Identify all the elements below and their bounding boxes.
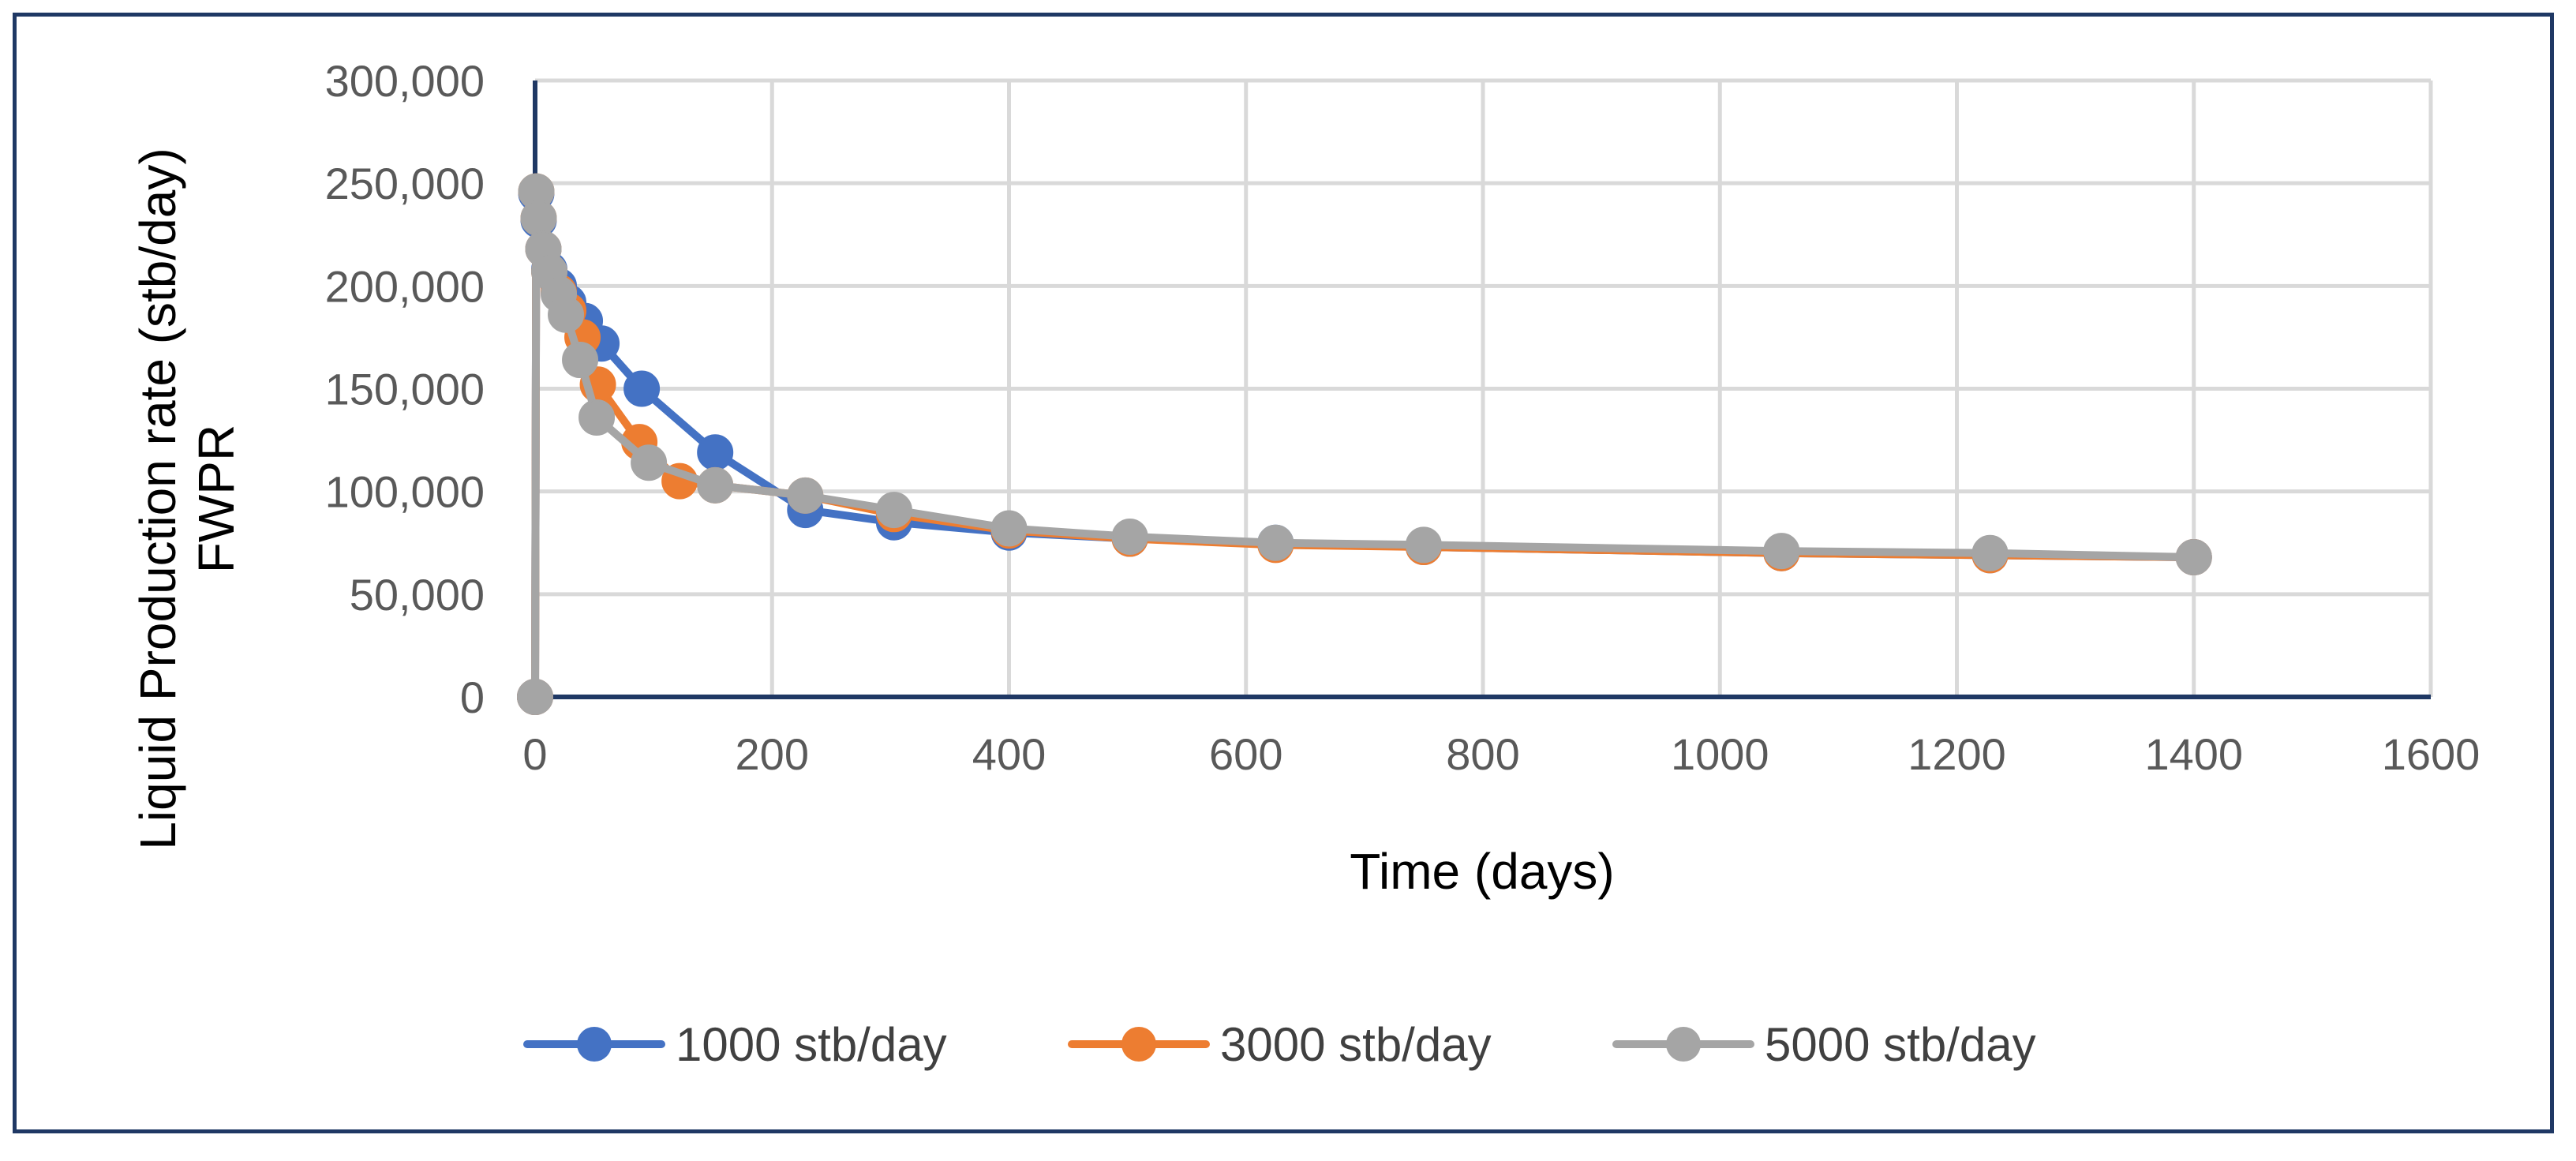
data-point — [520, 200, 557, 237]
x-tick-label: 0 — [522, 729, 547, 779]
y-tick-label: 150,000 — [325, 365, 485, 414]
data-point — [623, 370, 661, 407]
series-3 — [517, 173, 2212, 715]
y-axis-title-line-1: Liquid Production rate (stb/day) — [129, 148, 186, 849]
legend-marker — [1121, 1027, 1156, 1062]
data-point — [1405, 526, 1442, 564]
data-point — [548, 296, 585, 333]
x-tick-label: 400 — [972, 729, 1046, 779]
data-point — [875, 492, 912, 529]
legend-label: 1000 stb/day — [676, 1018, 947, 1071]
data-point — [1257, 524, 1294, 561]
legend-label: 5000 stb/day — [1765, 1018, 2036, 1071]
series-line — [531, 187, 2198, 701]
legend: 1000 stb/day 3000 stb/day 5000 stb/day — [523, 1018, 2036, 1071]
x-tick-label: 1400 — [2144, 729, 2243, 779]
x-tick-label: 200 — [736, 729, 809, 779]
y-tick-label: 50,000 — [350, 570, 485, 620]
legend-entry: 1000 stb/day — [523, 1018, 947, 1071]
data-point — [517, 679, 553, 715]
data-point — [2175, 538, 2212, 575]
series-line — [531, 189, 2198, 701]
y-tick-label: 250,000 — [325, 159, 485, 208]
chart-frame — [13, 13, 2554, 1133]
series-line — [531, 187, 2198, 701]
legend-marker — [1666, 1027, 1701, 1062]
gridlines — [535, 78, 2433, 697]
x-tick-label: 1600 — [2382, 729, 2481, 779]
x-tick-label: 1200 — [1908, 729, 2006, 779]
data-point — [631, 444, 668, 481]
tick-labels: 0 200 400 600 800 1000 1200 1400 1600 0 50,000 100,… — [325, 56, 2481, 779]
series-layer — [517, 173, 2212, 715]
x-axis-title: Time (days) — [1350, 843, 1614, 900]
x-tick-label: 1000 — [1671, 729, 1769, 779]
x-tick-label: 600 — [1209, 729, 1282, 779]
y-tick-label: 100,000 — [325, 467, 485, 517]
data-point — [562, 342, 599, 379]
y-tick-label: 200,000 — [325, 261, 485, 311]
data-point — [697, 466, 734, 504]
data-point — [1763, 533, 1800, 570]
legend-entry: 3000 stb/day — [1068, 1018, 1492, 1071]
y-tick-label: 300,000 — [325, 56, 485, 106]
data-point — [1111, 518, 1148, 555]
y-axis-title-line-2: FWPR — [188, 425, 245, 573]
data-point — [1971, 534, 2009, 571]
legend-entry: 5000 stb/day — [1612, 1018, 2036, 1071]
axis-titles: Time (days) Liquid Production rate (stb/… — [129, 148, 1615, 900]
data-point — [990, 510, 1028, 547]
data-point — [697, 434, 734, 471]
legend-marker — [577, 1027, 612, 1062]
data-point — [787, 477, 824, 514]
legend-label: 3000 stb/day — [1220, 1018, 1492, 1071]
data-point — [578, 399, 616, 436]
x-tick-label: 800 — [1446, 729, 1519, 779]
y-tick-label: 0 — [460, 672, 485, 722]
